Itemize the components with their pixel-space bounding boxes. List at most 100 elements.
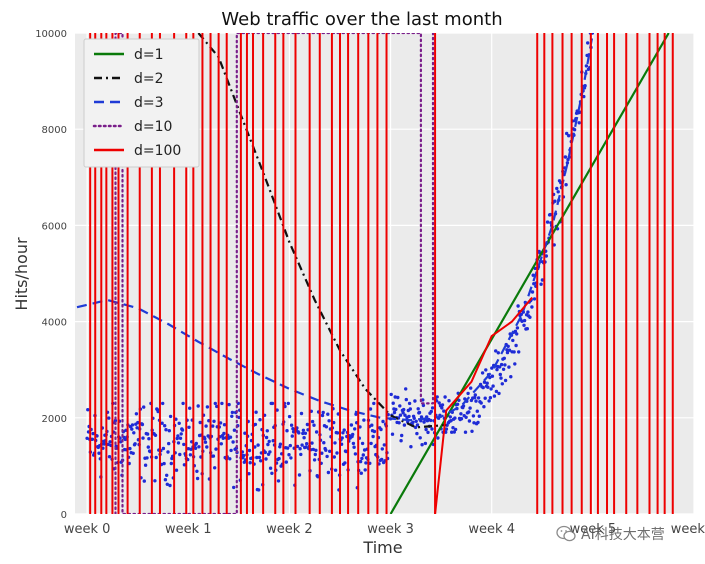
scatter-point [565,131,569,136]
scatter-point [507,365,511,369]
scatter-point [196,404,200,408]
scatter-point [396,395,400,400]
scatter-point [353,427,357,431]
scatter-point [259,459,263,463]
scatter-point [556,190,560,194]
scatter-point [548,212,552,217]
scatter-point [466,391,470,396]
scatter-point [372,429,377,434]
scatter-point [180,428,185,432]
scatter-point [162,461,166,466]
scatter-point [321,410,325,415]
scatter-point [467,410,471,414]
scatter-point [324,448,328,452]
scatter-point [461,404,466,408]
scatter-point [514,343,518,348]
scatter-point [484,368,488,372]
scatter-point [411,420,415,424]
scatter-point [165,482,169,486]
scatter-point [482,380,487,384]
scatter-point [295,444,300,449]
scatter-point [528,315,532,319]
scatter-point [145,432,150,436]
scatter-point [197,445,201,449]
scatter-point [270,401,275,406]
scatter-point [248,461,252,465]
legend-d-3-label: d=3 [134,95,164,111]
scatter-point [219,442,223,446]
scatter-point [362,448,367,452]
y-axis-title: Hits/hour [12,237,31,311]
scatter-point [584,64,589,68]
scatter-point [214,447,218,451]
scatter-point [398,413,403,417]
scatter-point [311,447,315,452]
scatter-point [532,297,537,301]
scatter-point [301,431,305,436]
scatter-point [136,420,140,425]
scatter-point [450,430,454,434]
scatter-point [420,443,424,447]
scatter-point [448,415,452,419]
scatter-point [473,393,477,397]
scatter-point [352,445,356,449]
scatter-point [472,421,476,425]
scatter-point [369,441,373,446]
scatter-point [469,386,473,390]
scatter-point [572,128,577,132]
scatter-point [490,374,495,378]
scatter-point [188,406,192,410]
scatter-point [499,362,504,367]
scatter-point [440,403,445,407]
scatter-point [483,396,487,400]
scatter-point [264,457,268,461]
scatter-point [480,371,485,375]
scatter-point [141,436,145,440]
watermark-text: AI科技大本营 [581,527,665,543]
scatter-point [263,450,267,455]
scatter-point [402,423,407,427]
scatter-point [398,404,402,408]
scatter-point [522,323,526,327]
scatter-point [167,441,171,446]
scatter-point [176,434,180,438]
legend-d-10-label: d=10 [134,119,172,135]
scatter-point [299,411,304,416]
scatter-point [340,436,344,440]
scatter-point [417,410,422,415]
scatter-point [290,434,294,438]
scatter-point [146,445,150,449]
y-tick-label: 6000 [42,221,67,232]
scatter-point [179,432,183,436]
scatter-point [143,463,148,467]
scatter-point [198,420,202,425]
scatter-point [488,396,493,400]
scatter-point [232,428,237,432]
scatter-point [163,424,167,428]
scatter-point [408,407,412,411]
scatter-point [512,350,516,354]
scatter-point [227,402,231,407]
scatter-point [268,450,272,454]
y-axis-ticks: 0 2000 4000 6000 8000 10000 [35,29,67,521]
x-axis-title: Time [362,538,402,557]
scatter-point [168,414,173,419]
scatter-point [341,431,345,435]
scatter-point [316,475,320,479]
scatter-point [467,419,472,423]
scatter-point [492,394,497,398]
scatter-point [303,431,308,435]
x-tick-label: week 0 [64,522,111,537]
scatter-point [326,412,330,416]
scatter-point [167,429,171,433]
scatter-point [496,351,500,355]
scatter-point [156,409,160,414]
scatter-point [447,399,451,403]
x-tick-label: week 1 [165,522,212,537]
scatter-point [577,121,581,125]
scatter-point [312,423,316,427]
scatter-point [507,348,512,352]
scatter-point [443,395,447,399]
scatter-point [494,349,498,353]
scatter-point [487,399,491,403]
